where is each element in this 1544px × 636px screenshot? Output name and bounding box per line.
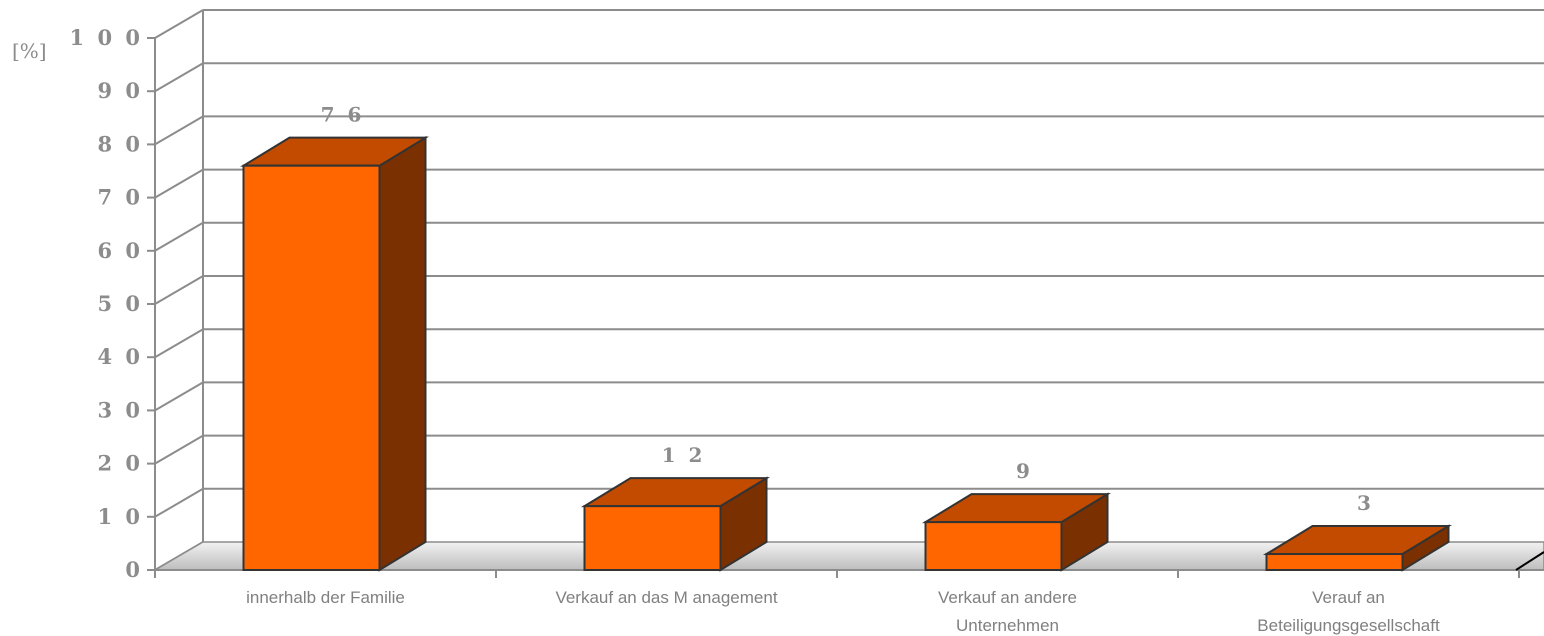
category-label-line: Verauf an: [1312, 588, 1385, 607]
category-label-line: Unternehmen: [956, 616, 1059, 635]
category-labels: innerhalb der Familie Verkauf an das M an…: [246, 588, 1440, 635]
y-axis: 0 1 0 2 0 3 0 4 0 5 0 6 0 7 0 8 0 9 0 1 0 0: [70, 25, 156, 582]
y-tick-label: 3 0: [97, 397, 143, 422]
y-tick-label: 9 0: [97, 78, 143, 103]
category-label: Verauf an Beteiligungsgesellschaft: [1257, 588, 1440, 635]
category-label-line: Beteiligungsgesellschaft: [1257, 616, 1440, 635]
data-label: 1 2: [662, 443, 706, 467]
bar-side: [378, 135, 427, 572]
bar-2: [580, 476, 771, 572]
category-label-line: Verkauf an andere: [938, 588, 1077, 607]
data-label: 3: [1357, 491, 1374, 515]
gridline-side: [154, 328, 204, 359]
y-unit-label: [%]: [12, 39, 47, 63]
data-label: 9: [1016, 459, 1033, 483]
bar-4: [1262, 524, 1453, 572]
data-label: 7 6: [321, 103, 365, 127]
y-tick-label: 2 0: [97, 451, 143, 476]
gridline-side: [154, 62, 204, 93]
x-axis-corner: [1515, 551, 1544, 571]
gridline-side: [154, 275, 204, 305]
category-label: Verkauf an das M anagement: [555, 588, 777, 607]
bars: [239, 135, 1453, 572]
bar-front: [583, 505, 722, 572]
gridline-side: [154, 381, 204, 412]
bar-front: [242, 164, 381, 571]
data-labels: 7 6 1 2 9 3: [321, 103, 1374, 515]
gridline-side: [154, 168, 204, 199]
y-tick-label: 5 0: [97, 291, 143, 316]
y-tick-label: 7 0: [97, 185, 143, 210]
gridline-side: [154, 9, 204, 39]
category-label-line: innerhalb der Familie: [246, 588, 405, 607]
gridline-side: [154, 221, 204, 252]
bar-front: [1265, 553, 1404, 571]
y-tick-label: 0: [125, 557, 143, 582]
y-tick-label: 1 0: [97, 504, 143, 529]
y-tick-label: 8 0: [97, 131, 143, 156]
bar-1: [239, 135, 430, 572]
y-tick-label: 4 0: [97, 344, 143, 369]
category-label: Verkauf an andere Unternehmen: [938, 588, 1077, 635]
gridline-side: [154, 434, 204, 465]
y-tick-label: 6 0: [97, 238, 143, 263]
bar-3: [921, 492, 1112, 572]
y-tick-label: 1 0 0: [70, 25, 143, 50]
gridline-side: [154, 115, 204, 146]
category-label: innerhalb der Familie: [246, 588, 405, 607]
bar-front: [924, 521, 1063, 571]
category-label-line: Verkauf an das M anagement: [555, 588, 777, 607]
gridline-side: [154, 487, 204, 518]
